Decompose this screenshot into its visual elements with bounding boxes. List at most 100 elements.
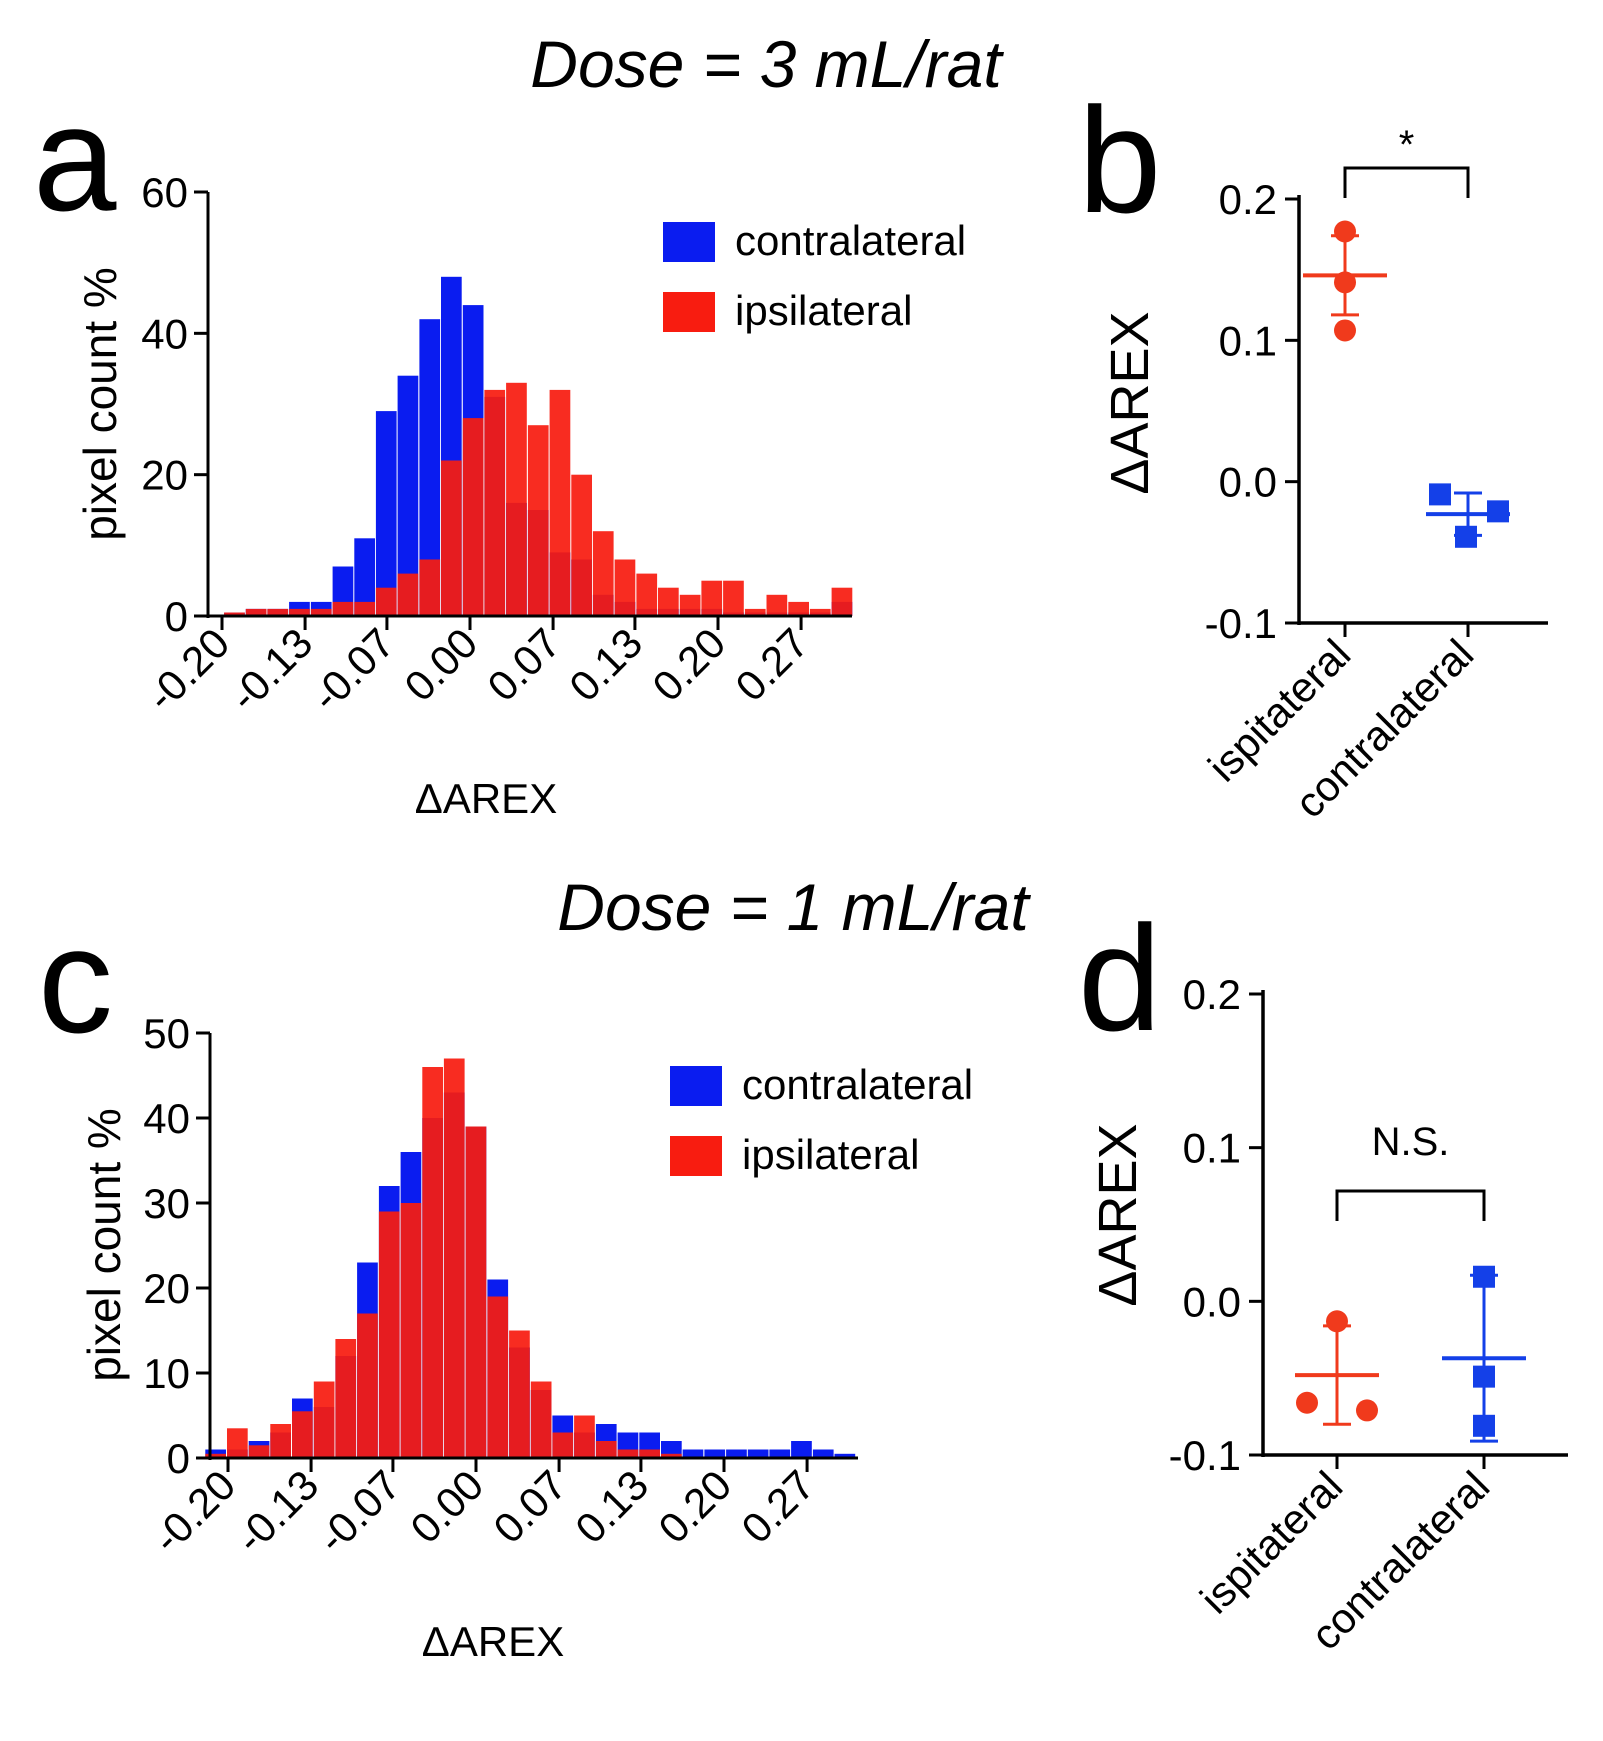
hist-bar-contralateral — [661, 1441, 682, 1458]
x-tick-label: -0.07 — [308, 1461, 409, 1562]
hist-bar-ipsilateral — [509, 1330, 530, 1458]
hist-bar-ipsilateral — [766, 594, 788, 616]
hist-bar-ipsilateral — [484, 389, 506, 616]
data-point-contralateral — [1487, 500, 1509, 523]
x-tick-label: 0.20 — [643, 619, 734, 710]
hist-bar-contralateral — [205, 1449, 226, 1458]
histogram-panel-a: 0204060-0.20-0.13-0.070.000.070.130.200.… — [74, 169, 966, 822]
hist-bar-contralateral — [375, 411, 397, 616]
data-point-ispitateral — [1334, 220, 1356, 243]
hist-bar-contralateral — [791, 1441, 812, 1458]
hist-bar-ipsilateral — [530, 1381, 552, 1458]
hist-bar-ipsilateral — [701, 580, 723, 616]
x-tick-label: 0.20 — [649, 1461, 740, 1552]
y-axis-label: ΔAREX — [1088, 1123, 1148, 1306]
hist-bar-ipsilateral — [397, 573, 419, 616]
x-tick-label: 0.07 — [478, 619, 569, 710]
y-tick-label: 0.1 — [1219, 317, 1277, 364]
data-point-contralateral — [1473, 1414, 1495, 1437]
y-tick-label: -0.1 — [1205, 600, 1277, 647]
x-tick-label: -0.13 — [227, 1461, 328, 1562]
y-tick-label: 0.0 — [1183, 1278, 1241, 1325]
legend-label-contralateral: contralateral — [742, 1061, 973, 1108]
hist-bar-ipsilateral — [227, 1428, 248, 1459]
data-point-contralateral — [1455, 525, 1477, 548]
legend-swatch-ipsilateral — [670, 1136, 722, 1176]
dotplot-panel-d: -0.10.00.10.2ispitateralcontralateralN.S… — [1088, 971, 1568, 1659]
hist-bar-ipsilateral — [441, 460, 462, 616]
legend-label-ipsilateral: ipsilateral — [735, 287, 912, 334]
data-point-contralateral — [1473, 1365, 1495, 1388]
hist-bar-ipsilateral — [809, 608, 831, 616]
y-tick-label: 0 — [167, 1435, 190, 1482]
legend-swatch-ipsilateral — [663, 292, 715, 332]
dotplot-panel-b: -0.10.00.10.2ispitateralcontralateral*ΔA… — [1100, 123, 1548, 827]
legend-label-ipsilateral: ipsilateral — [742, 1131, 919, 1178]
y-tick-label: 40 — [141, 310, 188, 357]
data-point-ispitateral — [1334, 271, 1356, 294]
y-tick-label: 60 — [141, 169, 188, 216]
hist-bar-ipsilateral — [270, 1424, 291, 1458]
hist-bar-contralateral — [682, 1449, 704, 1458]
x-tick-label: -0.13 — [221, 619, 322, 720]
hist-bar-ipsilateral — [289, 608, 310, 616]
hist-bar-ipsilateral — [506, 382, 527, 616]
hist-bar-ipsilateral — [332, 601, 354, 616]
panel-letter-a: a — [33, 74, 117, 242]
y-tick-label: 50 — [143, 1010, 190, 1057]
x-tick-label: 0.00 — [395, 619, 486, 710]
dose-title-top: Dose = 3 mL/rat — [530, 27, 1004, 101]
hist-bar-ipsilateral — [335, 1339, 357, 1458]
hist-bar-contralateral — [769, 1449, 791, 1458]
data-point-ispitateral — [1356, 1399, 1378, 1422]
hist-bar-ipsilateral — [661, 1453, 682, 1459]
x-tick-label: 0.00 — [401, 1461, 492, 1552]
legend-swatch-contralateral — [670, 1066, 722, 1106]
y-tick-label: 10 — [143, 1350, 190, 1397]
hist-bar-contralateral — [726, 1449, 747, 1458]
hist-bar-ipsilateral — [419, 559, 441, 616]
panel-letter-b: b — [1078, 76, 1161, 244]
hist-bar-ipsilateral — [614, 559, 636, 616]
hist-bar-ipsilateral — [639, 1449, 660, 1458]
hist-bar-contralateral — [419, 319, 441, 616]
histogram-panel-c: 01020304050-0.20-0.13-0.070.000.070.130.… — [78, 1010, 973, 1665]
x-axis-label: ΔAREX — [415, 775, 557, 822]
legend-label-contralateral: contralateral — [735, 217, 966, 264]
hist-bar-contralateral — [812, 1449, 834, 1458]
hist-bar-ipsilateral — [310, 608, 332, 616]
hist-bar-ipsilateral — [205, 1453, 226, 1459]
data-point-contralateral — [1429, 483, 1451, 506]
y-tick-label: 30 — [143, 1180, 190, 1227]
hist-bar-ipsilateral — [617, 1449, 639, 1458]
hist-bar-ipsilateral — [527, 425, 549, 616]
x-tick-label: 0.27 — [732, 1461, 823, 1552]
hist-bar-ipsilateral — [354, 601, 375, 616]
y-tick-label: 20 — [141, 452, 188, 499]
dose-title-bottom: Dose = 1 mL/rat — [557, 870, 1031, 944]
y-tick-label: 40 — [143, 1095, 190, 1142]
x-tick-label: 0.13 — [560, 619, 651, 710]
y-tick-label: 0.2 — [1183, 971, 1241, 1018]
hist-bar-ipsilateral — [422, 1067, 443, 1458]
hist-bar-contralateral — [834, 1453, 856, 1459]
y-tick-label: 0.2 — [1219, 176, 1277, 223]
hist-bar-ipsilateral — [400, 1203, 422, 1458]
x-tick-label: 0.13 — [566, 1461, 657, 1552]
hist-bar-ipsilateral — [313, 1381, 335, 1458]
hist-bar-ipsilateral — [679, 594, 701, 616]
data-point-contralateral — [1473, 1265, 1495, 1288]
panel-letter-c: c — [38, 896, 113, 1064]
hist-bar-contralateral — [397, 375, 419, 616]
significance-label: N.S. — [1372, 1120, 1450, 1164]
y-axis-label: pixel count % — [74, 267, 126, 541]
hist-bar-ipsilateral — [378, 1211, 400, 1458]
y-tick-label: 0.1 — [1183, 1125, 1241, 1172]
hist-bar-ipsilateral — [292, 1411, 313, 1459]
hist-bar-ipsilateral — [571, 474, 592, 616]
hist-bar-ipsilateral — [574, 1415, 595, 1458]
hist-bar-ipsilateral — [443, 1058, 465, 1458]
significance-bracket — [1335, 1189, 1486, 1221]
hist-bar-ipsilateral — [465, 1126, 487, 1458]
